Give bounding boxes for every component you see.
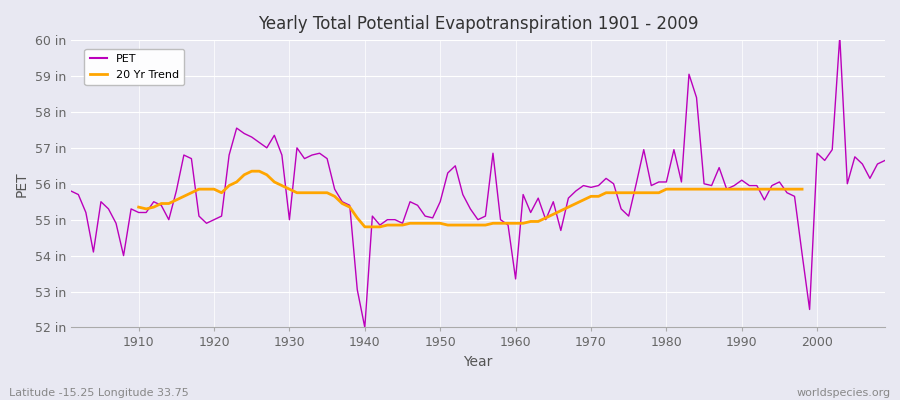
- Legend: PET, 20 Yr Trend: PET, 20 Yr Trend: [85, 48, 184, 85]
- Text: worldspecies.org: worldspecies.org: [796, 388, 891, 398]
- Text: Latitude -15.25 Longitude 33.75: Latitude -15.25 Longitude 33.75: [9, 388, 189, 398]
- X-axis label: Year: Year: [464, 355, 492, 369]
- Y-axis label: PET: PET: [15, 171, 29, 196]
- Title: Yearly Total Potential Evapotranspiration 1901 - 2009: Yearly Total Potential Evapotranspiratio…: [257, 15, 698, 33]
